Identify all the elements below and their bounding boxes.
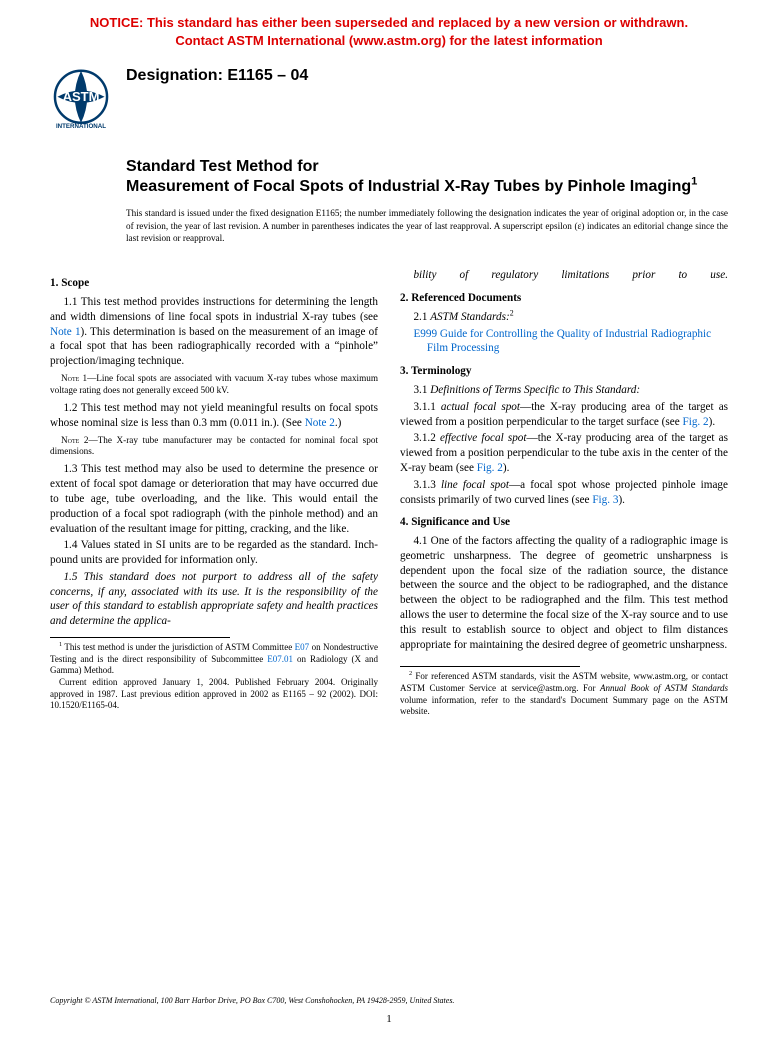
fn2-italic: Annual Book of ASTM Standards bbox=[600, 683, 728, 693]
scope-heading: 1. Scope bbox=[50, 276, 378, 291]
footnote-rule-left bbox=[50, 637, 230, 638]
p311c: ). bbox=[709, 416, 716, 428]
para-4-1: 4.1 One of the factors affecting the qua… bbox=[400, 534, 728, 652]
p312-term: effective focal spot bbox=[440, 432, 527, 444]
significance-heading: 4. Significance and Use bbox=[400, 515, 728, 530]
notice-line-2: Contact ASTM International (www.astm.org… bbox=[175, 33, 602, 48]
note2-text: —The X-ray tube manufacturer may be cont… bbox=[50, 435, 378, 457]
para-3-1-1: 3.1.1 actual focal spot—the X-ray produc… bbox=[400, 400, 728, 430]
astm-logo-icon: ASTM INTERNATIONAL bbox=[50, 67, 112, 129]
footnote-1: 1 This test method is under the jurisdic… bbox=[50, 642, 378, 677]
para-1-1: 1.1 This test method provides instructio… bbox=[50, 295, 378, 369]
designation-label: Designation: bbox=[126, 67, 223, 84]
designation-block: Designation: E1165 – 04 bbox=[126, 67, 308, 85]
p312a: 3.1.2 bbox=[413, 432, 440, 444]
p11b: ). This determination is based on the me… bbox=[50, 326, 378, 368]
para-1-5a: 1.5 This standard does not purport to ad… bbox=[50, 570, 378, 629]
p31-label: 3.1 bbox=[413, 384, 427, 396]
left-footnote-block: 1 This test method is under the jurisdic… bbox=[50, 637, 378, 712]
note2-label: Note 2 bbox=[61, 435, 88, 445]
para-1-4: 1.4 Values stated in SI units are to be … bbox=[50, 538, 378, 568]
fn1-link-e07[interactable]: E07 bbox=[295, 642, 310, 652]
page-number: 1 bbox=[0, 1013, 778, 1025]
para-1-2: 1.2 This test method may not yield meani… bbox=[50, 401, 378, 431]
note-1: Note 1—Line focal spots are associated w… bbox=[50, 373, 378, 397]
note1-text: —Line focal spots are associated with va… bbox=[50, 373, 378, 395]
refdocs-heading: 2. Referenced Documents bbox=[400, 291, 728, 306]
svg-text:ASTM: ASTM bbox=[63, 89, 100, 104]
terminology-heading: 3. Terminology bbox=[400, 364, 728, 379]
ref-e999: E999 Guide for Controlling the Quality o… bbox=[413, 327, 728, 357]
svg-text:INTERNATIONAL: INTERNATIONAL bbox=[56, 123, 106, 129]
notice-line-1: NOTICE: This standard has either been su… bbox=[90, 15, 688, 30]
para-1-3: 1.3 This test method may also be used to… bbox=[50, 462, 378, 536]
fig3-link[interactable]: Fig. 3 bbox=[592, 494, 618, 506]
body-columns: 1. Scope 1.1 This test method provides i… bbox=[50, 268, 728, 718]
designation-code: E1165 – 04 bbox=[227, 67, 308, 84]
p31-text: Definitions of Terms Specific to This St… bbox=[430, 384, 640, 396]
footnote-1-p2: Current edition approved January 1, 2004… bbox=[50, 677, 378, 712]
header-row: ASTM INTERNATIONAL Designation: E1165 – … bbox=[50, 67, 728, 129]
title-overline: Standard Test Method for bbox=[126, 157, 728, 177]
fig2-link-b[interactable]: Fig. 2 bbox=[477, 462, 503, 474]
note1-link[interactable]: Note 1 bbox=[50, 326, 81, 338]
title-block: Standard Test Method for Measurement of … bbox=[126, 157, 728, 197]
right-footnote-block: 2 For referenced ASTM standards, visit t… bbox=[400, 666, 728, 718]
p311a: 3.1.1 bbox=[413, 401, 440, 413]
p313-term: line focal spot bbox=[441, 479, 509, 491]
title-main-text: Measurement of Focal Spots of Industrial… bbox=[126, 178, 691, 195]
copyright-line: Copyright © ASTM International, 100 Barr… bbox=[50, 996, 454, 1005]
p12b: .) bbox=[335, 417, 342, 429]
fig2-link-a[interactable]: Fig. 2 bbox=[682, 416, 708, 428]
para-3-1-3: 3.1.3 line focal spot—a focal spot whose… bbox=[400, 478, 728, 508]
p313a: 3.1.3 bbox=[413, 479, 441, 491]
fn1-link-e0701[interactable]: E07.01 bbox=[267, 654, 293, 664]
footnote-rule-right bbox=[400, 666, 580, 667]
title-footnote-marker: 1 bbox=[691, 176, 697, 188]
title-main: Measurement of Focal Spots of Industrial… bbox=[126, 177, 728, 197]
p11a: 1.1 This test method provides instructio… bbox=[50, 296, 378, 323]
p313c: ). bbox=[618, 494, 625, 506]
p311-term: actual focal spot bbox=[441, 401, 520, 413]
footnote-2: 2 For referenced ASTM standards, visit t… bbox=[400, 671, 728, 718]
p312c: ). bbox=[503, 462, 510, 474]
fn1a: This test method is under the jurisdicti… bbox=[62, 642, 295, 652]
para-1-5b: bility of regulatory limitations prior t… bbox=[400, 268, 728, 283]
p21-text: ASTM Standards: bbox=[430, 311, 509, 323]
note1-label: Note 1 bbox=[61, 373, 87, 383]
fn2b: volume information, refer to the standar… bbox=[400, 695, 728, 717]
e999-code[interactable]: E999 bbox=[413, 328, 437, 340]
para-3-1-2: 3.1.2 effective focal spot—the X-ray pro… bbox=[400, 431, 728, 475]
para-3-1: 3.1 Definitions of Terms Specific to Thi… bbox=[400, 383, 728, 398]
para-2-1: 2.1 ASTM Standards:2 bbox=[400, 310, 728, 325]
p21-label: 2.1 bbox=[413, 311, 427, 323]
e999-title[interactable]: Guide for Controlling the Quality of Ind… bbox=[427, 328, 711, 355]
notice-banner: NOTICE: This standard has either been su… bbox=[50, 0, 728, 49]
standard-page: NOTICE: This standard has either been su… bbox=[0, 0, 778, 1041]
issuance-note: This standard is issued under the fixed … bbox=[126, 207, 728, 244]
note2-link[interactable]: Note 2 bbox=[305, 417, 335, 429]
p21-fn: 2 bbox=[510, 308, 514, 317]
note-2: Note 2—The X-ray tube manufacturer may b… bbox=[50, 435, 378, 459]
